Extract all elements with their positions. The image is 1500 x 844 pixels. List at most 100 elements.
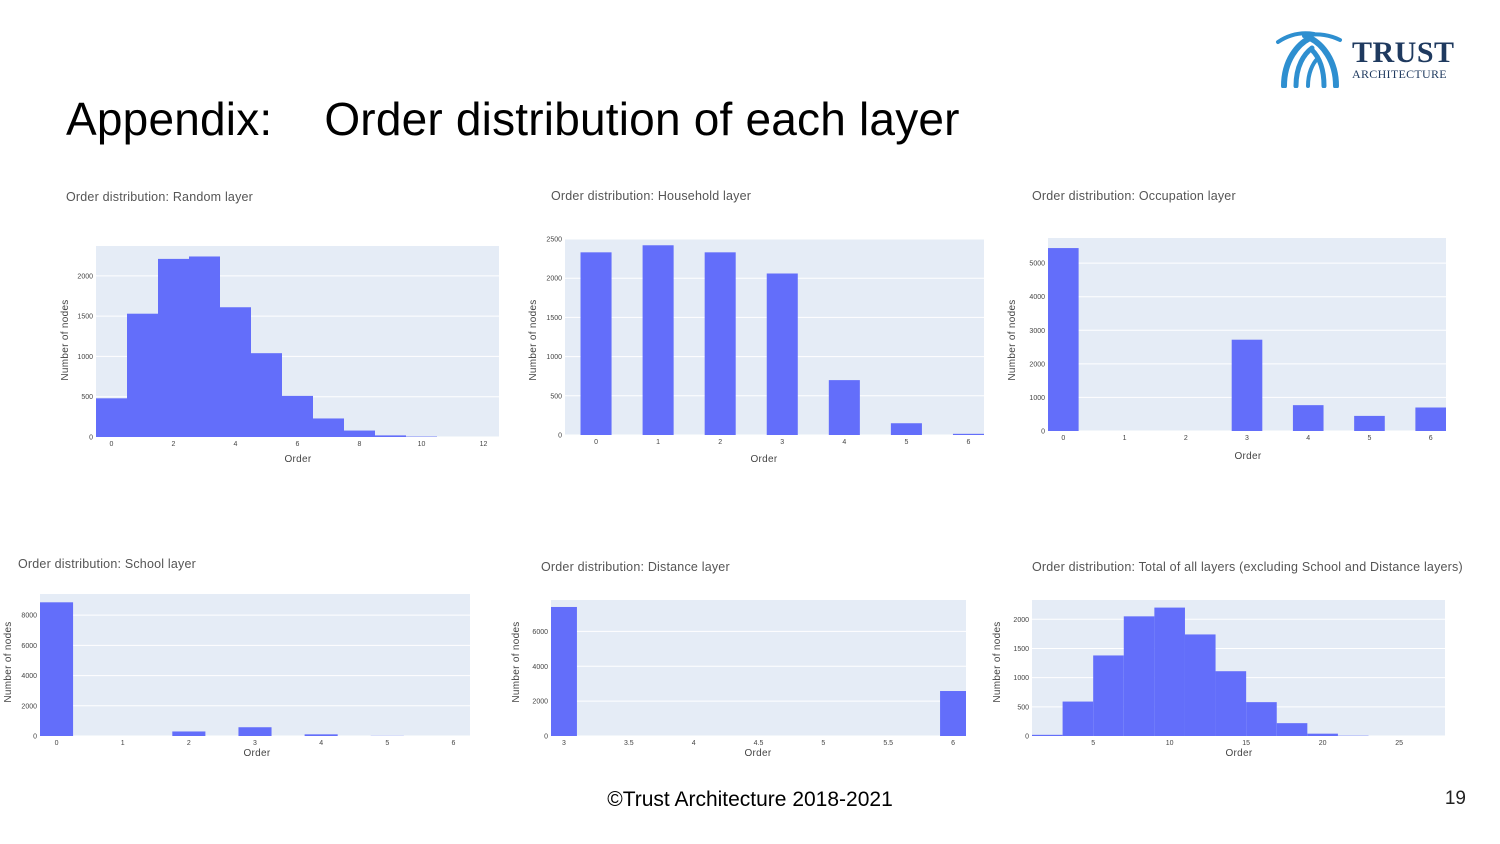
bar	[96, 398, 127, 437]
y-tick-label: 1500	[1013, 646, 1029, 653]
y-tick-label: 2000	[1029, 361, 1045, 368]
chart-title-school: Order distribution: School layer	[18, 557, 197, 571]
y-tick-label: 2000	[21, 703, 37, 710]
bar	[1062, 701, 1094, 736]
bar	[952, 433, 984, 435]
x-tick-label: 25	[1395, 740, 1403, 747]
x-tick-label: 0	[594, 439, 598, 446]
chart-random-layer: 0 500 1000 1500 2000 0 2 4 6 8 10 12 Order Number of …	[60, 246, 499, 465]
bar	[642, 245, 674, 435]
x-axis-label: Order	[750, 454, 777, 465]
x-tick-label: 0	[110, 441, 114, 448]
bar	[1276, 723, 1308, 736]
x-tick-label: 1	[121, 740, 125, 747]
bar	[1231, 339, 1263, 431]
y-axis-label: Number of nodes	[511, 621, 522, 702]
x-tick-label: 1	[1123, 435, 1127, 442]
x-tick-label: 15	[1242, 740, 1250, 747]
y-tick-label: 2500	[546, 237, 562, 244]
y-tick-label: 6000	[21, 643, 37, 650]
y-axis-label: Number of nodes	[3, 621, 14, 702]
x-tick-label: 5	[1368, 435, 1372, 442]
y-tick-label: 2000	[546, 276, 562, 283]
bar	[127, 313, 158, 437]
chart-distance-layer: 0 2000 4000 6000 3 3.5 4 4.5 5 5.5 6 Order Number of…	[511, 600, 966, 759]
bar	[1093, 655, 1124, 736]
y-tick-label: 1000	[546, 354, 562, 361]
chart-title-distance: Order distribution: Distance layer	[541, 560, 730, 574]
bar	[189, 256, 220, 437]
bar	[1307, 733, 1338, 736]
y-axis-label: Number of nodes	[1007, 299, 1018, 380]
y-tick-label: 0	[1041, 429, 1045, 436]
y-tick-label: 1500	[77, 314, 93, 321]
bar	[940, 691, 966, 736]
bar	[1154, 607, 1185, 736]
chart-household-layer: 0 500 1000 1500 2000 2500 0 1 2 3 4 5 6 Order Number o…	[528, 237, 984, 465]
bar	[1354, 415, 1385, 431]
bar	[220, 307, 251, 437]
bar	[704, 252, 736, 435]
y-tick-label: 5000	[1029, 261, 1045, 268]
x-tick-label: 2	[1184, 435, 1188, 442]
x-axis-label: Order	[744, 748, 771, 759]
chart-title-total: Order distribution: Total of all layers …	[1032, 560, 1463, 574]
x-tick-label: 4	[692, 740, 696, 747]
y-tick-label: 1500	[546, 315, 562, 322]
x-tick-label: 0	[1061, 435, 1065, 442]
y-axis-label: Number of nodes	[528, 299, 539, 380]
bar	[766, 273, 798, 435]
x-tick-label: 0	[55, 740, 59, 747]
y-tick-label: 3000	[1029, 328, 1045, 335]
x-tick-label: 8	[358, 441, 362, 448]
chart-school-layer: 0 2000 4000 6000 8000 0 1 2 3 4 5 6 Order Number of n…	[3, 594, 470, 759]
y-tick-label: 4000	[532, 664, 548, 671]
y-tick-label: 1000	[77, 354, 93, 361]
y-tick-label: 0	[1025, 734, 1029, 741]
x-axis-label: Order	[243, 748, 270, 759]
bar	[1123, 616, 1155, 736]
y-tick-label: 0	[544, 734, 548, 741]
x-tick-label: 1	[656, 439, 660, 446]
y-tick-label: 0	[89, 435, 93, 442]
bar	[172, 731, 206, 736]
x-tick-label: 4	[1306, 435, 1310, 442]
x-tick-label: 5	[1091, 740, 1095, 747]
x-axis-label: Order	[284, 454, 311, 465]
page-number: 19	[1444, 788, 1466, 809]
company-logo: TRUST ARCHITECTURE	[1274, 30, 1464, 89]
x-tick-label: 4	[319, 740, 323, 747]
y-tick-label: 2000	[77, 273, 93, 280]
x-tick-label: 3	[253, 740, 257, 747]
x-tick-label: 3	[780, 439, 784, 446]
x-axis-label: Order	[1234, 451, 1261, 462]
y-tick-label: 500	[81, 394, 93, 401]
chart-title-occupation: Order distribution: Occupation layer	[1032, 189, 1236, 203]
bar	[580, 252, 612, 435]
x-tick-label: 6	[296, 441, 300, 448]
bar	[1292, 405, 1324, 431]
bar	[890, 423, 922, 435]
bar	[158, 258, 189, 437]
y-tick-label: 500	[550, 393, 562, 400]
x-tick-label: 6	[951, 740, 955, 747]
bar	[251, 353, 282, 437]
plot-area	[551, 600, 966, 736]
x-tick-label: 5	[385, 740, 389, 747]
y-tick-label: 2000	[532, 699, 548, 706]
bar	[828, 380, 860, 435]
chart-total-layers: 0 500 1000 1500 2000 5 10 15 20 25 Order Number of …	[992, 600, 1445, 759]
y-tick-label: 2000	[1013, 617, 1029, 624]
chart-title-random: Order distribution: Random layer	[66, 190, 254, 204]
x-tick-label: 3	[562, 740, 566, 747]
bar	[1246, 702, 1277, 736]
logo-arcs-icon	[1276, 31, 1342, 89]
x-tick-label: 5.5	[883, 740, 893, 747]
y-tick-label: 8000	[21, 613, 37, 620]
x-tick-label: 4	[234, 441, 238, 448]
y-tick-label: 4000	[21, 673, 37, 680]
x-tick-label: 6	[1429, 435, 1433, 442]
chart-occupation-layer: 0 1000 2000 3000 4000 5000 0 1 2 3 4 5 6 Order Number …	[1007, 238, 1446, 462]
x-tick-label: 5	[904, 439, 908, 446]
logo-subtitle: ARCHITECTURE	[1352, 67, 1447, 81]
